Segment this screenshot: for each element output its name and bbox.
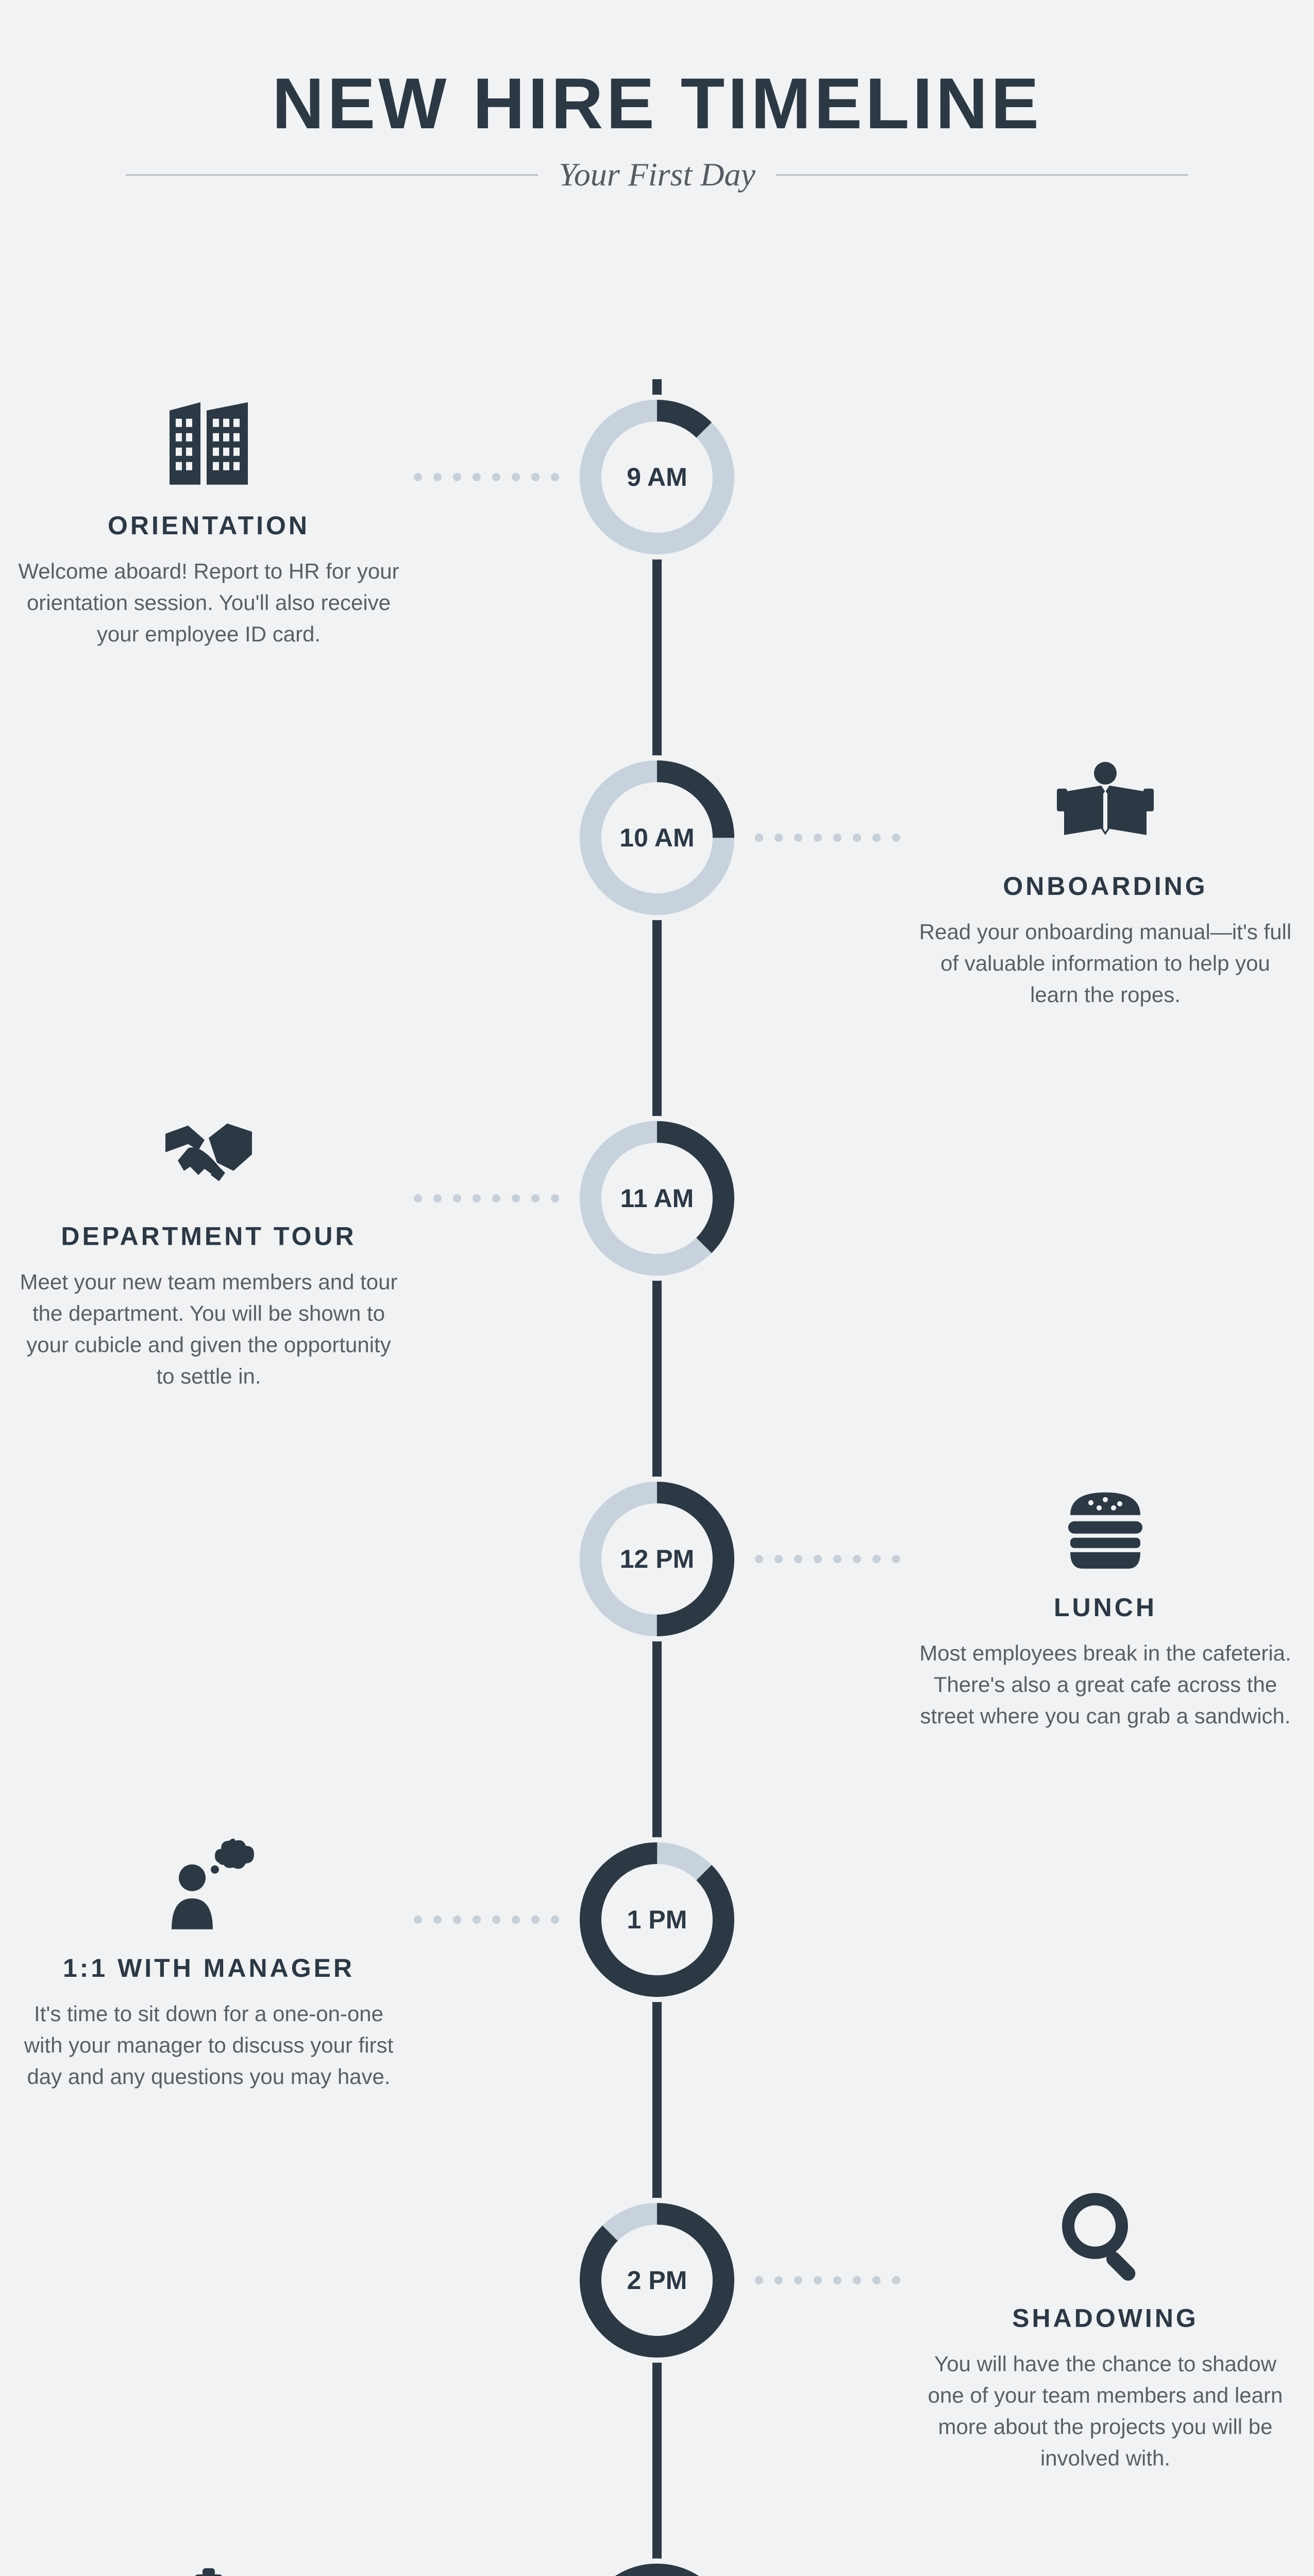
event-detail: DEPARTMENT TOUR Meet your new team membe…	[18, 1103, 399, 1393]
timeline-node: 3 PM	[575, 2558, 739, 2576]
timeline-event: 10 AM ONBOARDING Read your onboarding ma…	[0, 657, 1314, 1018]
timeline-event: 3 PM REVIEW Check in with HR to review y…	[0, 2461, 1314, 2576]
header: NEW HIRE TIMELINE Your First Day	[0, 62, 1314, 194]
event-description: You will have the chance to shadow one o…	[915, 2349, 1296, 2475]
timeline-node-time: 2 PM	[575, 2198, 739, 2363]
timeline-node: 2 PM	[575, 2198, 739, 2363]
event-description: Meet your new team members and tour the …	[18, 1267, 399, 1393]
event-description: Most employees break in the cafeteria. T…	[915, 1638, 1296, 1732]
event-heading: ORIENTATION	[18, 511, 399, 540]
reader-icon	[915, 753, 1296, 856]
timeline-node-time: 12 PM	[575, 1477, 739, 1641]
event-detail: LUNCH Most employees break in the cafete…	[915, 1474, 1296, 1732]
event-heading: SHADOWING	[915, 2303, 1296, 2333]
timeline-node-time: 10 AM	[575, 755, 739, 920]
subtitle-row: Your First Day	[0, 156, 1314, 194]
timeline-node: 10 AM	[575, 755, 739, 920]
connector-dots	[755, 1555, 900, 1563]
timeline-node: 11 AM	[575, 1116, 739, 1281]
clipboard-icon	[18, 2566, 399, 2576]
rule-right	[776, 174, 1188, 176]
rule-left	[126, 174, 538, 176]
timeline-event: 12 PM LUNCH Most employees break in the …	[0, 1379, 1314, 1739]
event-detail: ORIENTATION Welcome aboard! Report to HR…	[18, 392, 399, 650]
burger-icon	[915, 1474, 1296, 1577]
timeline-node-time: 1 PM	[575, 1837, 739, 2002]
timeline-event: 2 PM SHADOWING You will have the chance …	[0, 2100, 1314, 2461]
page: NEW HIRE TIMELINE Your First Day 9 AM OR…	[0, 62, 1314, 2576]
event-description: Read your onboarding manual—it's full of…	[915, 917, 1296, 1011]
magnifier-icon	[915, 2185, 1296, 2288]
timeline-node-time: 9 AM	[575, 395, 739, 560]
timeline-event: 9 AM ORIENTATION Welcome aboard! Report …	[0, 297, 1314, 657]
connector-dots	[755, 834, 900, 842]
event-detail: 1:1 WITH MANAGER It's time to sit down f…	[18, 1835, 399, 2093]
handshake-icon	[18, 1103, 399, 1206]
event-heading: 1:1 WITH MANAGER	[18, 1953, 399, 1983]
page-title: NEW HIRE TIMELINE	[0, 62, 1314, 145]
person-thought-icon	[18, 1835, 399, 1938]
timeline-event: 1 PM 1:1 WITH MANAGER It's time to sit d…	[0, 1739, 1314, 2100]
timeline: 9 AM ORIENTATION Welcome aboard! Report …	[0, 297, 1314, 2576]
event-heading: ONBOARDING	[915, 871, 1296, 901]
timeline-node-time: 11 AM	[575, 1116, 739, 1281]
event-detail: SHADOWING You will have the chance to sh…	[915, 2185, 1296, 2475]
timeline-event: 11 AM DEPARTMENT TOUR Meet your new team…	[0, 1018, 1314, 1379]
event-detail: ONBOARDING Read your onboarding manual—i…	[915, 753, 1296, 1011]
connector-dots	[414, 1194, 559, 1202]
timeline-node: 1 PM	[575, 1837, 739, 2002]
connector-dots	[414, 1916, 559, 1924]
timeline-node-time: 3 PM	[575, 2558, 739, 2576]
event-description: It's time to sit down for a one-on-one w…	[18, 1998, 399, 2093]
event-heading: LUNCH	[915, 1592, 1296, 1622]
timeline-node: 9 AM	[575, 395, 739, 560]
connector-dots	[414, 473, 559, 481]
page-subtitle: Your First Day	[559, 156, 755, 194]
building-icon	[18, 392, 399, 495]
event-heading: DEPARTMENT TOUR	[18, 1222, 399, 1251]
event-detail: REVIEW Check in with HR to review your f…	[18, 2566, 399, 2576]
timeline-node: 12 PM	[575, 1477, 739, 1641]
event-description: Welcome aboard! Report to HR for your or…	[18, 556, 399, 650]
connector-dots	[755, 2276, 900, 2284]
